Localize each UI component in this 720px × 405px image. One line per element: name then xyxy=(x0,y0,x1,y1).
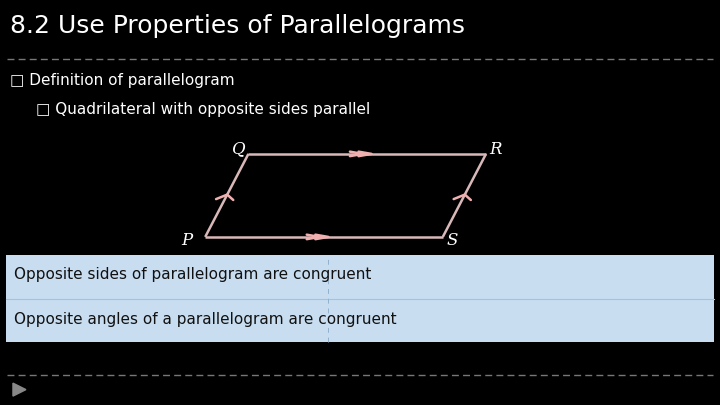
Text: □ Definition of parallelogram: □ Definition of parallelogram xyxy=(10,73,235,88)
Text: 8.2 Use Properties of Parallelograms: 8.2 Use Properties of Parallelograms xyxy=(10,14,465,38)
Polygon shape xyxy=(13,383,26,396)
Text: Q: Q xyxy=(233,141,246,158)
Text: Opposite sides of parallelogram are congruent: Opposite sides of parallelogram are cong… xyxy=(14,267,372,282)
Text: □ Quadrilateral with opposite sides parallel: □ Quadrilateral with opposite sides para… xyxy=(36,102,370,117)
Text: P: P xyxy=(181,232,193,249)
FancyBboxPatch shape xyxy=(6,255,714,342)
Text: S: S xyxy=(446,232,458,249)
Text: Opposite angles of a parallelogram are congruent: Opposite angles of a parallelogram are c… xyxy=(14,312,397,327)
Text: R: R xyxy=(489,141,502,158)
